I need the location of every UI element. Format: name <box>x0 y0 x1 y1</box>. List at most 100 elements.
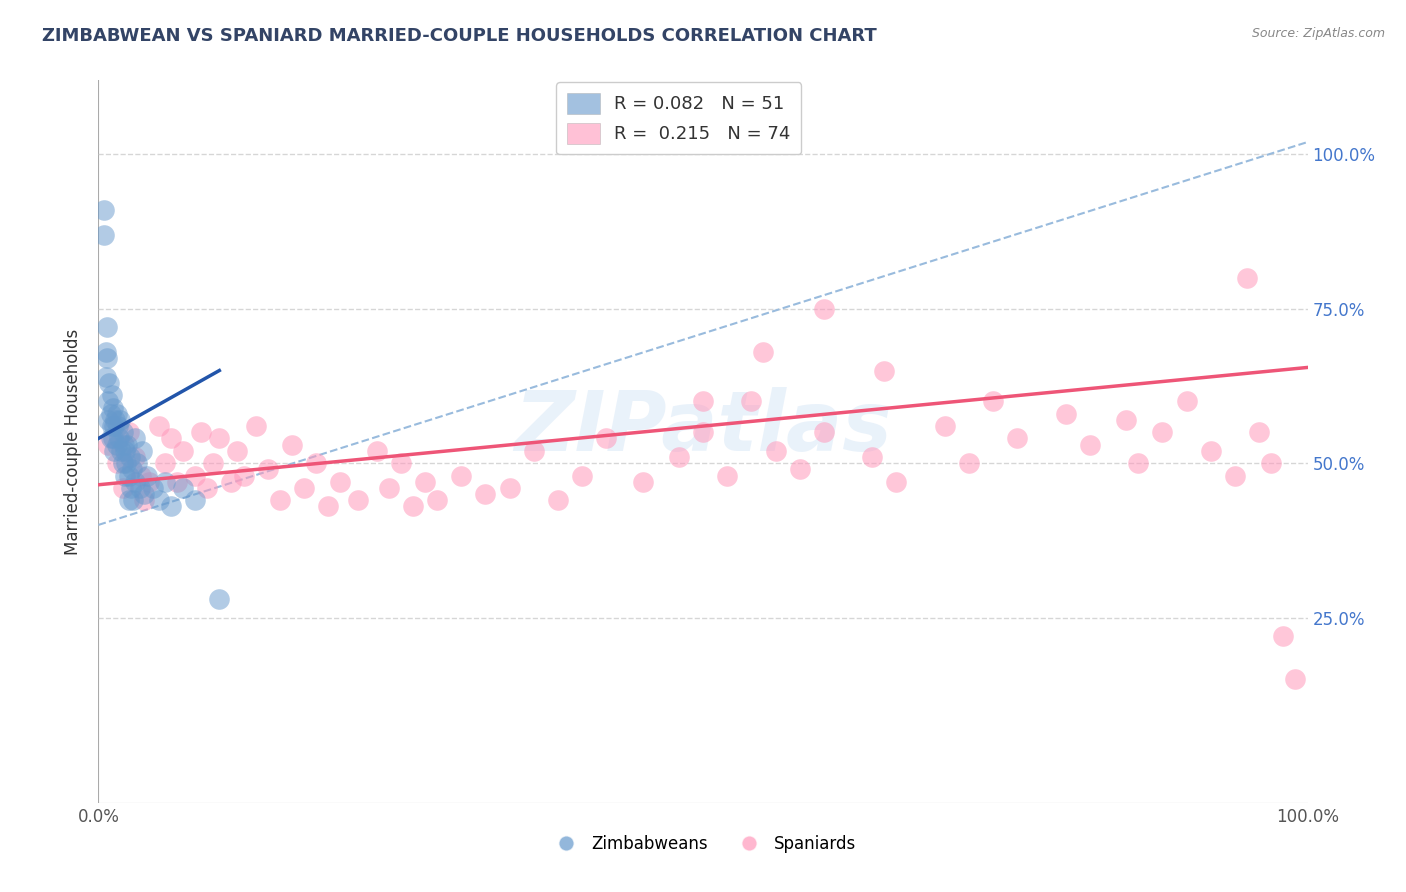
Point <box>97 413 120 427</box>
Point <box>813 301 835 316</box>
Text: ZIMBABWEAN VS SPANIARD MARRIED-COUPLE HOUSEHOLDS CORRELATION CHART: ZIMBABWEAN VS SPANIARD MARRIED-COUPLE HO… <box>42 27 877 45</box>
Point <box>103 443 125 458</box>
Point <box>1115 413 1137 427</box>
Point <box>108 413 131 427</box>
Point <box>124 475 146 489</box>
Point <box>347 493 370 508</box>
Point <box>389 456 412 470</box>
Point <box>124 432 146 446</box>
Point <box>195 481 218 495</box>
Point <box>105 437 128 451</box>
Point <box>269 493 291 508</box>
Point <box>108 432 131 446</box>
Point <box>190 425 212 440</box>
Point <box>100 419 122 434</box>
Point <box>118 425 141 440</box>
Point <box>232 468 254 483</box>
Point <box>450 468 472 483</box>
Text: ZIPatlas: ZIPatlas <box>515 386 891 467</box>
Point <box>160 500 183 514</box>
Point <box>96 351 118 366</box>
Point <box>94 369 117 384</box>
Point <box>226 443 249 458</box>
Point <box>571 468 593 483</box>
Point <box>135 468 157 483</box>
Point <box>93 202 115 217</box>
Point <box>221 475 243 489</box>
Point <box>114 468 136 483</box>
Point <box>118 450 141 464</box>
Point <box>1078 437 1101 451</box>
Point <box>474 487 496 501</box>
Point <box>98 376 121 390</box>
Point <box>873 363 896 377</box>
Point <box>1272 629 1295 643</box>
Point <box>957 456 980 470</box>
Point <box>134 487 156 501</box>
Point <box>172 481 194 495</box>
Point <box>1054 407 1077 421</box>
Point <box>752 345 775 359</box>
Point <box>281 437 304 451</box>
Point <box>256 462 278 476</box>
Point <box>813 425 835 440</box>
Point <box>426 493 449 508</box>
Point <box>523 443 546 458</box>
Legend: Zimbabweans, Spaniards: Zimbabweans, Spaniards <box>543 828 863 860</box>
Point <box>377 481 399 495</box>
Point <box>886 475 908 489</box>
Point <box>413 475 436 489</box>
Point <box>97 437 120 451</box>
Point <box>172 443 194 458</box>
Point <box>1260 456 1282 470</box>
Point <box>208 432 231 446</box>
Point <box>1007 432 1029 446</box>
Point <box>110 443 132 458</box>
Point <box>402 500 425 514</box>
Point <box>934 419 956 434</box>
Point <box>148 493 170 508</box>
Point <box>692 394 714 409</box>
Point <box>166 475 188 489</box>
Point <box>547 493 569 508</box>
Point <box>101 432 124 446</box>
Point <box>1128 456 1150 470</box>
Point <box>117 437 139 451</box>
Point <box>716 468 738 483</box>
Point <box>100 432 122 446</box>
Point <box>114 443 136 458</box>
Point <box>111 425 134 440</box>
Point <box>631 475 654 489</box>
Point <box>1249 425 1271 440</box>
Point <box>100 407 122 421</box>
Point <box>101 401 124 415</box>
Point <box>1223 468 1246 483</box>
Point <box>107 419 129 434</box>
Point <box>120 481 142 495</box>
Point <box>105 407 128 421</box>
Point <box>104 413 127 427</box>
Point <box>789 462 811 476</box>
Point <box>153 456 176 470</box>
Point <box>96 320 118 334</box>
Point <box>118 468 141 483</box>
Point <box>765 443 787 458</box>
Point <box>115 456 138 470</box>
Point <box>1284 673 1306 687</box>
Point <box>138 475 160 489</box>
Point <box>860 450 883 464</box>
Point <box>121 462 143 476</box>
Point <box>134 493 156 508</box>
Point <box>111 456 134 470</box>
Point <box>122 493 145 508</box>
Point <box>1175 394 1198 409</box>
Point <box>292 481 315 495</box>
Point <box>127 456 149 470</box>
Text: Source: ZipAtlas.com: Source: ZipAtlas.com <box>1251 27 1385 40</box>
Point <box>668 450 690 464</box>
Point <box>595 432 617 446</box>
Point <box>245 419 267 434</box>
Point <box>184 468 207 483</box>
Point <box>981 394 1004 409</box>
Point <box>208 592 231 607</box>
